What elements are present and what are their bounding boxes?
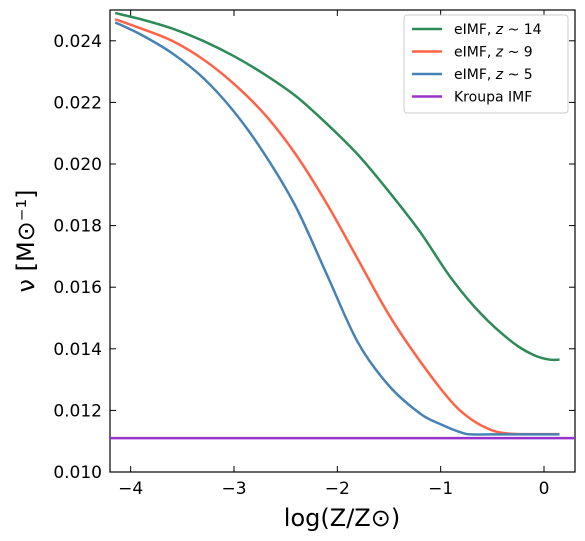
legend-entry-suffix: ~ 5 [503, 67, 533, 83]
legend-entry-z: z [495, 67, 504, 83]
x-tick-label: −2 [325, 479, 350, 499]
y-tick-label: 0.018 [53, 217, 102, 237]
legend-entry-suffix: ~ 14 [503, 22, 542, 38]
ticks: −4 −3 −2 −1 0 0.010 0.012 0.014 0.016 0.018 0.020 0… [53, 10, 575, 499]
x-tick-label: −3 [221, 479, 246, 499]
x-axis-label: log(Z/Z⊙) [284, 504, 400, 532]
legend-entry-z: z [495, 22, 504, 38]
series-line [114, 18, 560, 436]
series-layer [110, 11, 575, 440]
legend-entry-z: z [495, 45, 504, 61]
y-tick-label: 0.012 [53, 401, 102, 421]
legend-box [403, 14, 569, 114]
x-tick-label: 0 [539, 479, 550, 499]
legend-entry-prefix: eIMF, [454, 22, 496, 38]
y-tick-label: 0.014 [53, 340, 102, 360]
plot-frame [109, 9, 576, 473]
x-tick-label: −4 [118, 479, 143, 499]
legend-entry-prefix: eIMF, [454, 45, 496, 61]
series-line [114, 11, 560, 362]
series-line [114, 21, 560, 436]
y-tick-label: 0.024 [53, 32, 102, 52]
legend-entry: Kroupa IMF [454, 90, 532, 106]
y-tick-label: 0.010 [53, 463, 102, 483]
legend-entry: eIMF, z ~ 14 [454, 22, 542, 38]
legend-entry-prefix: Kroupa IMF [454, 90, 532, 106]
y-axis-label: ν [M⊙⁻¹] [12, 190, 40, 293]
y-tick-label: 0.016 [53, 278, 102, 298]
legend-entry-suffix: ~ 9 [503, 45, 533, 61]
x-tick-label: −1 [428, 479, 453, 499]
legend-entry: eIMF, z ~ 9 [454, 45, 533, 61]
legend-entry: eIMF, z ~ 5 [454, 67, 533, 83]
legend-entry-prefix: eIMF, [454, 67, 496, 83]
y-tick-label: 0.022 [53, 93, 102, 113]
y-tick-label: 0.020 [53, 155, 102, 175]
